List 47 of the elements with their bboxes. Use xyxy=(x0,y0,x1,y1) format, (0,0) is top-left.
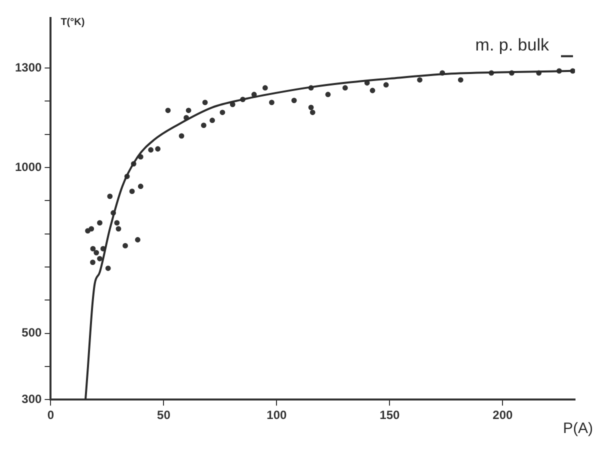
y-tick-label: 500 xyxy=(22,326,42,340)
point xyxy=(262,85,268,91)
point xyxy=(200,122,206,128)
point xyxy=(90,246,96,252)
point xyxy=(291,98,297,104)
point xyxy=(383,82,389,88)
annotation: m. p. bulk xyxy=(475,35,550,54)
point xyxy=(202,100,208,106)
point xyxy=(105,266,111,271)
point xyxy=(90,260,96,265)
x-tick-label: 150 xyxy=(380,408,400,422)
point xyxy=(135,237,140,242)
point xyxy=(210,118,215,124)
point xyxy=(308,104,314,110)
point xyxy=(269,100,274,106)
point xyxy=(417,77,422,83)
point xyxy=(370,88,376,94)
point xyxy=(342,85,348,91)
point xyxy=(186,108,192,114)
x-tick-label: 100 xyxy=(266,408,288,422)
x-tick-label: 50 xyxy=(157,408,171,422)
point xyxy=(116,226,122,232)
point xyxy=(178,133,184,139)
point xyxy=(97,256,102,262)
x-axis-title: P(A) xyxy=(563,420,594,438)
point xyxy=(122,243,128,248)
point xyxy=(88,226,94,232)
point xyxy=(129,188,135,194)
y-tick-label: 300 xyxy=(22,392,42,406)
y-tick-label: 1000 xyxy=(14,160,42,174)
point xyxy=(220,110,226,116)
point xyxy=(94,250,100,256)
point xyxy=(458,77,464,83)
point xyxy=(138,184,144,190)
y-axis-title: T(°K) xyxy=(60,16,85,28)
point xyxy=(165,108,171,114)
x-tick-label: 0 xyxy=(47,408,54,422)
y-tick-label: 1300 xyxy=(14,60,42,74)
point xyxy=(85,228,90,234)
point xyxy=(148,147,154,153)
point xyxy=(325,92,331,98)
point xyxy=(114,220,120,226)
point xyxy=(310,110,316,116)
x-tick-label: 200 xyxy=(492,408,514,422)
point xyxy=(97,220,102,226)
point xyxy=(107,194,113,199)
point xyxy=(155,146,161,152)
